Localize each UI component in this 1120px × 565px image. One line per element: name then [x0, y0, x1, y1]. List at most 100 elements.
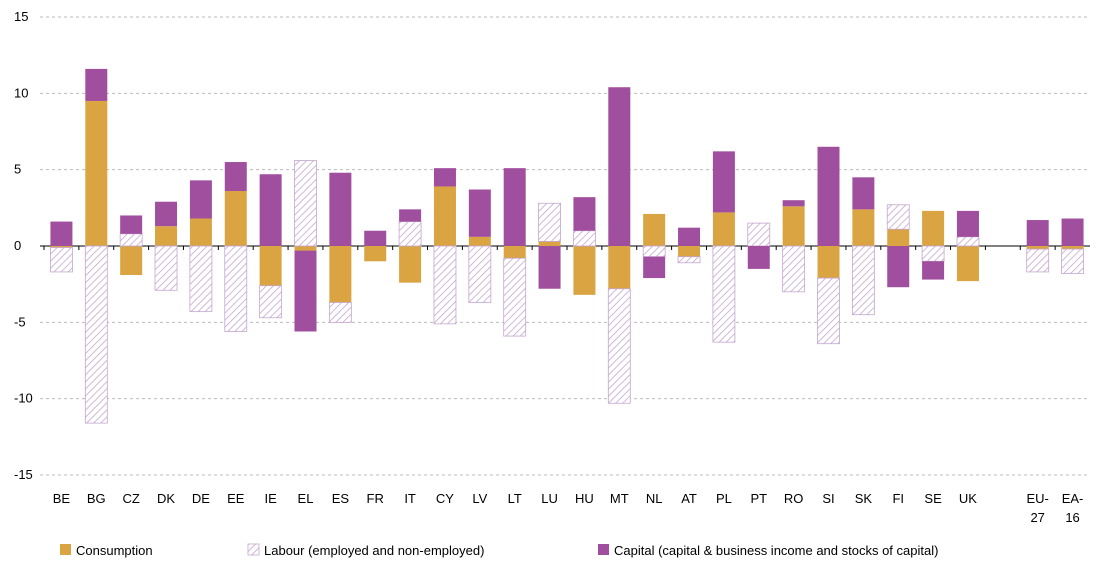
bar — [50, 247, 73, 273]
y-tick-label: -10 — [14, 391, 33, 406]
bar — [852, 177, 875, 210]
bar — [922, 210, 945, 246]
bar — [154, 245, 178, 291]
x-tick-label: FR — [367, 491, 384, 506]
bar — [782, 206, 805, 246]
bar — [817, 277, 840, 345]
bar — [886, 204, 910, 230]
bar — [398, 221, 422, 247]
bar — [817, 146, 840, 246]
bar — [1026, 246, 1049, 250]
bar — [747, 246, 770, 269]
bar — [642, 245, 666, 258]
y-tick-label: -5 — [14, 314, 26, 329]
bar — [294, 246, 317, 251]
x-tick-label: EA-16 — [1062, 491, 1084, 525]
bar — [224, 162, 247, 192]
bar — [399, 209, 422, 222]
bar — [433, 168, 456, 187]
bar — [50, 221, 73, 246]
x-tick-label: AT — [681, 491, 697, 506]
y-tick-label: 0 — [14, 238, 21, 253]
x-tick-label: EL — [298, 491, 314, 506]
bar — [1026, 248, 1050, 273]
y-tick-label: -15 — [14, 467, 33, 482]
x-tick-label: RO — [784, 491, 804, 506]
x-tick-label: BE — [53, 491, 71, 506]
bar — [643, 256, 666, 279]
bar — [643, 213, 666, 246]
bar — [50, 246, 73, 248]
bar — [1061, 248, 1084, 274]
bar — [329, 172, 352, 246]
bar — [573, 197, 596, 231]
x-tick-label: SK — [855, 491, 873, 506]
bar — [85, 68, 108, 101]
legend-label: Capital (capital & business income and s… — [614, 543, 938, 558]
x-tick-label: MT — [610, 491, 629, 506]
x-tick-label: IE — [264, 491, 277, 506]
x-tick-label: IT — [404, 491, 416, 506]
bar — [189, 180, 212, 219]
bar — [329, 246, 352, 303]
bar — [294, 160, 317, 247]
x-tick-label: NL — [646, 491, 663, 506]
bar — [573, 230, 596, 247]
x-tick-label: EE — [227, 491, 245, 506]
bar — [364, 230, 387, 246]
y-tick-label: 10 — [14, 85, 28, 100]
y-tick-label: 5 — [14, 162, 21, 177]
x-tick-label: CY — [436, 491, 454, 506]
bar — [259, 246, 282, 286]
y-tick-label: 15 — [14, 9, 28, 24]
bar — [189, 245, 213, 313]
bar — [503, 246, 526, 259]
x-tick-label: LT — [508, 491, 522, 506]
bar — [433, 186, 456, 246]
bar — [817, 246, 840, 279]
bar — [956, 210, 979, 237]
bar — [887, 246, 910, 288]
bar — [120, 246, 143, 276]
bar — [851, 245, 875, 316]
bar — [956, 246, 979, 282]
bar — [538, 241, 561, 246]
legend-swatch — [598, 544, 609, 555]
bar — [573, 246, 596, 295]
x-tick-label: EU-27 — [1027, 491, 1049, 525]
bar — [224, 245, 248, 332]
bar — [712, 245, 736, 343]
x-tick-label: HU — [575, 491, 594, 506]
legend-label: Labour (employed and non-employed) — [264, 543, 484, 558]
x-tick-label: ES — [332, 491, 350, 506]
bar — [294, 250, 317, 332]
bar — [782, 245, 806, 293]
legend-swatch — [60, 544, 71, 555]
bar — [921, 245, 945, 262]
x-tick-label: PL — [716, 491, 732, 506]
bar — [433, 245, 457, 325]
bar — [608, 246, 631, 289]
x-tick-label: SE — [924, 491, 942, 506]
bar — [259, 285, 283, 319]
x-tick-label: CZ — [122, 491, 139, 506]
bar — [538, 246, 561, 289]
bar — [538, 202, 561, 242]
bar — [607, 288, 631, 404]
bar — [468, 236, 491, 246]
bar — [119, 233, 143, 247]
bar — [1026, 220, 1049, 246]
bar — [468, 189, 491, 237]
bar — [712, 212, 735, 246]
bar — [84, 245, 108, 424]
bar — [503, 168, 526, 246]
bar — [887, 229, 910, 246]
x-tick-label: LV — [472, 491, 487, 506]
bar — [956, 236, 980, 247]
x-tick-label: BG — [87, 491, 106, 506]
legend-swatch — [247, 543, 260, 556]
bar — [85, 100, 108, 246]
legend-label: Consumption — [76, 543, 153, 558]
